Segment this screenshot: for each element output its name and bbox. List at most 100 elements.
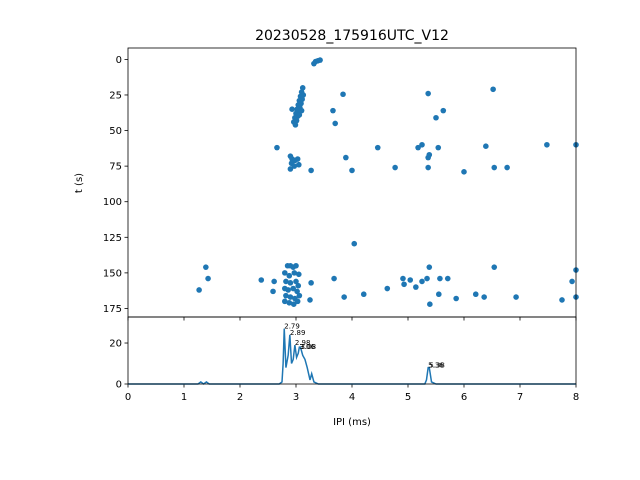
x-tick-label: 0 xyxy=(125,392,131,403)
point xyxy=(374,144,381,151)
point xyxy=(292,122,299,128)
y-tick-label: 0 xyxy=(116,55,122,66)
x-tick-label: 7 xyxy=(517,392,523,403)
point xyxy=(481,294,487,300)
point xyxy=(286,272,293,279)
point xyxy=(444,275,451,282)
point xyxy=(349,167,355,174)
axes-frame xyxy=(127,316,577,385)
point xyxy=(513,294,519,300)
point xyxy=(291,163,298,169)
point xyxy=(289,106,295,113)
point xyxy=(436,291,442,298)
point xyxy=(307,297,313,303)
point xyxy=(504,164,510,171)
point xyxy=(274,144,280,151)
point xyxy=(287,280,294,286)
point xyxy=(440,107,447,114)
point xyxy=(331,275,337,282)
point xyxy=(291,270,298,276)
point xyxy=(424,275,430,282)
y-tick-label: 125 xyxy=(103,233,122,244)
annotation: 5.38 xyxy=(429,362,445,370)
point xyxy=(351,240,358,247)
point xyxy=(384,285,391,292)
point xyxy=(258,277,265,283)
x-tick-label: 4 xyxy=(349,392,355,403)
point xyxy=(294,288,300,295)
x-axis-label: IPI (ms) xyxy=(333,417,371,428)
point xyxy=(559,297,565,303)
point xyxy=(294,298,301,305)
point xyxy=(569,278,575,285)
point xyxy=(472,291,479,298)
point xyxy=(205,275,211,282)
point xyxy=(427,301,433,307)
point xyxy=(294,156,301,162)
point xyxy=(425,90,431,97)
y-tick-label: 0 xyxy=(116,380,122,391)
point xyxy=(491,264,498,270)
point xyxy=(491,164,498,171)
point xyxy=(283,292,289,299)
point xyxy=(298,107,305,114)
point xyxy=(400,275,406,282)
point xyxy=(308,280,314,286)
point xyxy=(490,86,496,93)
x-tick-label: 5 xyxy=(405,392,411,403)
axes-frame xyxy=(127,47,577,318)
point xyxy=(340,91,346,98)
annotation: 3.08 xyxy=(300,343,316,351)
point xyxy=(285,287,291,293)
point xyxy=(437,275,443,282)
annotation: 5.36 xyxy=(428,362,444,370)
x-tick-label: 1 xyxy=(181,392,187,403)
point xyxy=(407,277,414,283)
point xyxy=(270,288,276,295)
y-tick-label: 50 xyxy=(109,126,122,137)
point xyxy=(453,295,459,302)
x-tick-label: 8 xyxy=(573,392,579,403)
y-tick-label: 175 xyxy=(103,304,122,315)
point xyxy=(330,107,336,114)
point xyxy=(433,114,439,121)
point xyxy=(343,154,349,161)
point xyxy=(293,278,299,285)
x-tick-label: 3 xyxy=(293,392,299,403)
point xyxy=(317,57,323,63)
point xyxy=(415,144,421,151)
y-tick-label: 25 xyxy=(109,90,122,101)
point xyxy=(483,143,489,150)
point xyxy=(392,164,398,171)
density-line xyxy=(128,328,576,385)
point xyxy=(413,284,419,290)
point xyxy=(332,120,339,127)
point xyxy=(203,264,209,270)
point xyxy=(341,294,347,300)
point xyxy=(308,167,314,174)
point xyxy=(296,161,302,168)
point xyxy=(196,287,202,293)
point xyxy=(435,144,442,151)
point xyxy=(290,285,297,292)
point xyxy=(296,292,303,299)
y-tick-label: 100 xyxy=(103,197,122,208)
point xyxy=(461,169,467,175)
annotation: 3.06 xyxy=(299,343,315,351)
annotation: 2.79 xyxy=(284,323,300,331)
point xyxy=(296,271,302,278)
y-tick-label: 20 xyxy=(109,339,122,350)
point xyxy=(425,164,431,171)
point xyxy=(287,166,294,172)
x-tick-label: 2 xyxy=(237,392,243,403)
point xyxy=(419,141,425,148)
point xyxy=(426,264,433,270)
point xyxy=(544,141,550,148)
point xyxy=(426,151,433,158)
chart-title: 20230528_175916UTC_V12 xyxy=(255,28,449,44)
point xyxy=(290,301,297,307)
annotation: 2.98 xyxy=(295,339,311,347)
point xyxy=(360,291,367,298)
point xyxy=(419,278,425,285)
